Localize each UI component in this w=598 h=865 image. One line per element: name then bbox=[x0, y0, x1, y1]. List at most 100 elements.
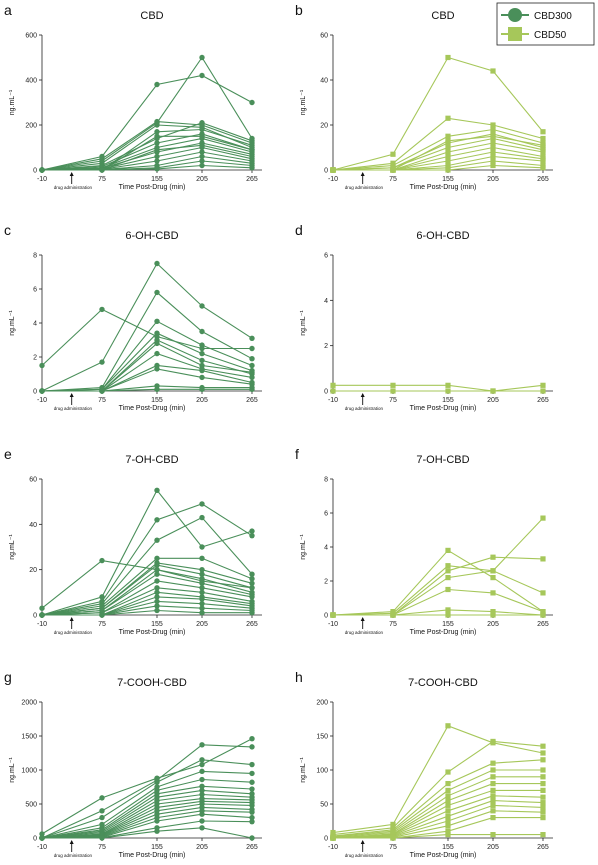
x-axis-label: Time Post-Drug (min) bbox=[119, 405, 186, 412]
subject-line bbox=[41, 503, 253, 616]
data-point bbox=[199, 783, 205, 790]
data-point bbox=[249, 770, 255, 777]
panel-d: d 6-OH-CBD 0 2 4 6 -10 75 155 205 265 Time Post-Dru… bbox=[295, 222, 553, 412]
drug-annotation: drug administration bbox=[54, 185, 93, 190]
data-point bbox=[199, 357, 205, 364]
drug-arrow-head bbox=[69, 172, 74, 176]
data-point bbox=[99, 306, 105, 313]
x-tick-label: -10 bbox=[37, 844, 47, 851]
data-point bbox=[445, 133, 451, 139]
legend-circle-marker bbox=[508, 8, 522, 22]
data-point bbox=[199, 787, 205, 794]
y-tick-label: 150 bbox=[316, 734, 328, 741]
subject-line bbox=[333, 556, 544, 616]
data-point bbox=[540, 165, 546, 171]
x-tick-label: 75 bbox=[98, 176, 106, 183]
legend-label: CBD50 bbox=[534, 30, 567, 41]
subject-line bbox=[333, 570, 544, 616]
data-point bbox=[490, 568, 496, 574]
subject-line bbox=[332, 769, 543, 838]
data-point bbox=[540, 794, 546, 800]
data-point bbox=[445, 607, 451, 613]
y-axis-label: ng.mL⁻¹ bbox=[300, 89, 307, 115]
data-point bbox=[249, 744, 255, 750]
data-point bbox=[445, 575, 451, 581]
x-tick-label: 205 bbox=[196, 844, 208, 851]
data-point bbox=[99, 388, 105, 394]
data-point bbox=[445, 787, 451, 793]
y-tick-label: 100 bbox=[316, 768, 328, 775]
data-point bbox=[249, 610, 255, 616]
data-point bbox=[490, 554, 496, 560]
data-point bbox=[39, 605, 45, 611]
panel-title: 7-COOH-CBD bbox=[408, 677, 478, 689]
data-point bbox=[154, 562, 160, 568]
data-point bbox=[490, 144, 496, 151]
data-point bbox=[154, 81, 160, 88]
subject-line bbox=[332, 740, 544, 836]
data-point bbox=[154, 140, 160, 146]
y-tick-label: 4 bbox=[324, 298, 328, 305]
data-point bbox=[199, 576, 205, 582]
y-tick-label: 20 bbox=[320, 123, 328, 130]
data-point bbox=[445, 781, 451, 787]
data-point bbox=[540, 832, 546, 838]
data-point bbox=[490, 126, 496, 133]
data-point bbox=[330, 382, 336, 388]
panel-label: a bbox=[4, 2, 12, 18]
data-point bbox=[490, 781, 496, 787]
data-point bbox=[249, 369, 255, 375]
subject-line bbox=[42, 352, 253, 392]
y-tick-label: 200 bbox=[316, 700, 328, 707]
data-point bbox=[39, 167, 45, 173]
data-point bbox=[390, 382, 396, 388]
data-point bbox=[390, 612, 396, 618]
data-point bbox=[540, 388, 546, 394]
data-point bbox=[154, 555, 160, 562]
data-point bbox=[199, 566, 205, 573]
data-point bbox=[445, 388, 451, 394]
data-point bbox=[249, 386, 255, 392]
data-point bbox=[330, 612, 336, 618]
x-axis-label: Time Post-Drug (min) bbox=[410, 629, 477, 636]
data-point bbox=[490, 153, 496, 160]
data-point bbox=[199, 610, 205, 616]
data-point bbox=[199, 72, 205, 79]
data-point bbox=[249, 356, 255, 362]
x-tick-label: -10 bbox=[328, 844, 338, 851]
data-point bbox=[390, 821, 396, 827]
data-point bbox=[154, 594, 160, 600]
data-point bbox=[249, 374, 255, 381]
panel-label: d bbox=[295, 222, 303, 238]
y-tick-label: 1000 bbox=[21, 768, 37, 775]
data-point bbox=[154, 350, 160, 357]
panel-label: f bbox=[295, 446, 299, 462]
drug-arrow-head bbox=[360, 393, 365, 397]
drug-annotation: drug administration bbox=[345, 630, 384, 635]
y-tick-label: 200 bbox=[25, 123, 37, 130]
data-point bbox=[199, 374, 205, 381]
data-point bbox=[154, 517, 160, 523]
y-axis-label: ng.mL⁻¹ bbox=[9, 310, 16, 336]
y-axis-label: ng.mL⁻¹ bbox=[300, 310, 307, 336]
y-tick-label: 60 bbox=[320, 33, 328, 40]
x-tick-label: -10 bbox=[37, 621, 47, 628]
data-point bbox=[199, 158, 205, 164]
data-point bbox=[199, 791, 205, 798]
data-point bbox=[540, 590, 546, 596]
data-point bbox=[199, 350, 205, 357]
panel-b: b CBD 0 20 40 60 -10 75 155 205 265 Time Post-Drug … bbox=[295, 2, 553, 191]
data-point bbox=[330, 388, 336, 394]
x-tick-label: 155 bbox=[442, 176, 454, 183]
data-point bbox=[99, 814, 105, 821]
data-point bbox=[199, 761, 205, 768]
subject-line bbox=[332, 517, 544, 616]
data-point bbox=[39, 835, 45, 841]
data-point bbox=[154, 366, 160, 372]
x-tick-label: 205 bbox=[487, 176, 499, 183]
y-tick-label: 40 bbox=[320, 78, 328, 85]
data-point bbox=[445, 823, 451, 829]
data-point bbox=[154, 589, 160, 596]
data-point bbox=[540, 158, 546, 164]
subject-line bbox=[42, 339, 253, 392]
